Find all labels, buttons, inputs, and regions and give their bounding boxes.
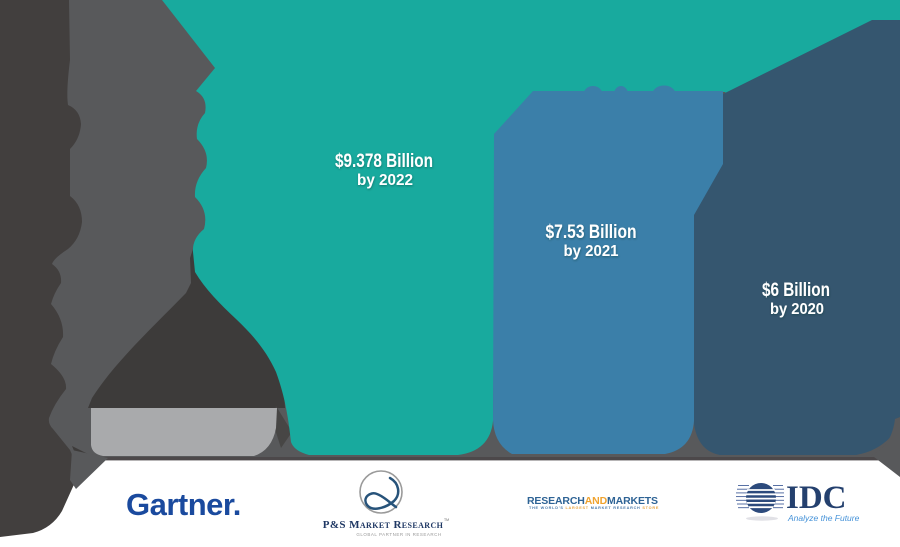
svg-text:GLOBAL PARTNER IN RESEARCH: GLOBAL PARTNER IN RESEARCH	[356, 532, 441, 537]
svg-text:$9.378 Billion: $9.378 Billion	[335, 151, 433, 172]
svg-text:IDC: IDC	[786, 480, 847, 516]
svg-text:P&S Market Research: P&S Market Research	[323, 519, 444, 531]
svg-text:Analyze the Future: Analyze the Future	[787, 513, 860, 523]
svg-text:$6 Billion: $6 Billion	[762, 280, 830, 301]
svg-text:by 2021: by 2021	[564, 243, 619, 260]
svg-text:$7.53 Billion: $7.53 Billion	[546, 222, 637, 243]
svg-text:TM: TM	[444, 518, 449, 522]
svg-text:THE WORLD'S LARGEST MARKET RES: THE WORLD'S LARGEST MARKET RESEARCH STOR…	[529, 506, 659, 510]
svg-text:Gartner.: Gartner.	[126, 487, 241, 522]
svg-text:by 2022: by 2022	[357, 172, 413, 189]
svg-text:by 2020: by 2020	[770, 301, 824, 318]
svg-text:RESEARCHANDMARKETS: RESEARCHANDMARKETS	[527, 495, 658, 507]
